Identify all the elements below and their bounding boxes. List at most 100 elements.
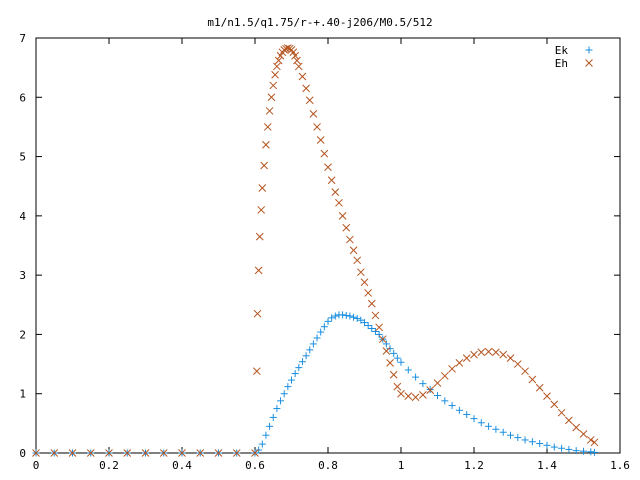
point-ek [298,358,306,366]
plot-frame [35,37,621,454]
point-eh [419,391,427,399]
point-ek [342,311,350,319]
point-ek [397,358,405,366]
point-ek [328,314,336,322]
point-ek [273,405,281,413]
point-ek [306,346,314,354]
point-ek [419,380,427,388]
point-eh [367,299,376,308]
point-ek [572,447,580,455]
point-eh [255,232,264,241]
point-eh [484,347,493,356]
point-ek [455,406,463,414]
point-eh [105,449,113,457]
point-eh [32,449,40,457]
point-eh [178,449,186,457]
point-eh [382,347,391,355]
point-ek [412,373,420,381]
point-eh [273,62,281,71]
point-ek [280,390,288,398]
x-tick-label: 0.2 [99,459,119,472]
point-ek [284,383,292,391]
x-tick-label: 0.6 [245,459,265,472]
legend-label-ek: Ek [555,44,569,57]
y-tick-label: 1 [19,388,26,401]
point-eh [257,206,266,214]
point-eh [389,370,398,379]
point-ek [277,397,285,405]
point-eh [528,375,537,384]
point-eh [289,48,298,57]
point-ek [317,328,325,336]
legend-marker-eh [585,59,593,67]
point-ek [507,431,514,439]
point-eh [572,423,581,432]
y-tick-label: 0 [19,447,26,460]
point-eh [302,84,310,93]
point-eh [353,256,362,265]
point-ek [291,370,299,378]
point-eh [342,223,351,232]
point-ek [375,330,383,338]
point-eh [535,383,544,392]
point-ek [528,438,536,446]
point-eh [404,392,413,400]
x-tick-label: 0.4 [172,459,192,472]
point-ek [448,402,456,410]
point-ek [434,391,441,399]
point-ek [550,443,558,451]
x-tick-label: 0.8 [318,459,338,472]
point-eh [309,110,318,118]
point-eh [293,56,301,65]
x-tick-label: 0 [33,459,40,472]
point-eh [50,449,59,457]
point-eh [298,72,307,81]
point-ek [302,352,310,360]
point-eh [346,235,354,244]
point-ek [382,340,390,348]
point-ek [543,441,551,449]
point-ek [499,428,507,436]
point-ek [590,448,598,456]
point-eh [327,176,336,185]
point-eh [335,198,343,207]
y-tick-label: 6 [19,91,26,104]
point-ek [266,422,274,430]
point-ek [295,364,303,372]
point-eh [397,389,405,398]
point-eh [455,359,464,367]
point-eh [393,382,402,391]
point-ek [339,311,347,319]
point-eh [586,436,595,444]
point-eh [265,107,274,115]
point-ek [386,345,394,353]
point-ek [269,413,277,421]
y-tick-label: 4 [19,210,26,223]
point-eh [251,449,259,457]
point-eh [260,161,268,170]
point-ek [441,397,449,405]
data-points [32,44,599,457]
point-eh [550,400,559,409]
point-eh [499,350,508,359]
legend-marker-ek [585,46,593,54]
point-eh [360,278,369,287]
point-eh [411,393,420,402]
point-eh [338,212,347,220]
point-eh [349,246,358,255]
y-tick-label: 3 [19,269,26,282]
point-ek [492,425,500,433]
point-eh [305,96,314,105]
point-ek [521,436,529,444]
point-eh [506,354,515,362]
point-eh [364,289,373,297]
legend-label-eh: Eh [555,57,568,70]
point-ek [262,431,270,439]
point-ek [361,319,368,327]
point-ek [357,316,365,324]
point-ek [320,323,328,331]
point-ek [470,415,478,423]
point-eh [565,416,573,425]
point-eh [291,51,300,60]
point-eh [253,309,262,318]
